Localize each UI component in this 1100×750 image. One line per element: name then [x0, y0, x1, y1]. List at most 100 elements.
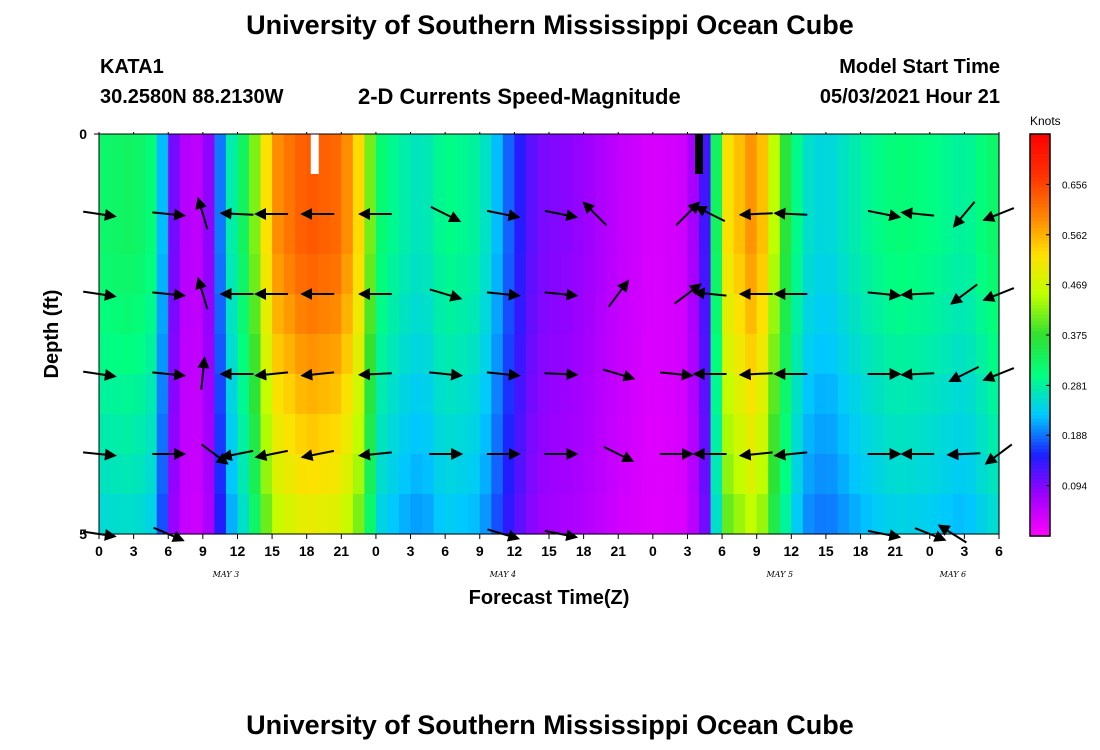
- heatmap-cell: [675, 294, 689, 335]
- heatmap-cell: [779, 294, 792, 335]
- heatmap-cell: [399, 294, 412, 335]
- heatmap-cell: [745, 214, 758, 255]
- heatmap-cell: [699, 374, 712, 415]
- heatmap-cell: [756, 134, 769, 175]
- heatmap-cell: [456, 454, 469, 495]
- x-tick-label: 18: [853, 543, 869, 559]
- heatmap-cell: [456, 334, 469, 375]
- x-axis-ticks: 0 3 6 9 12 15 18 21 0 3 6 9 12 15 18 21 0 3 6 9 12 15 18 21 0 3 6 M…: [95, 132, 1003, 579]
- heatmap-cell: [733, 454, 746, 495]
- colorbar-segment: [1030, 254, 1050, 259]
- colorbar-segment: [1030, 489, 1050, 494]
- heatmap-cell: [133, 134, 146, 175]
- colorbar-segment: [1030, 278, 1050, 282]
- heatmap-cell: [583, 494, 596, 535]
- heatmap-cell: [479, 494, 492, 535]
- heatmap-cell: [595, 374, 608, 415]
- heatmap-cell: [110, 254, 123, 295]
- heatmap-cell: [514, 254, 527, 295]
- heatmap-cell: [825, 254, 839, 295]
- heatmap-cell: [387, 254, 400, 295]
- heatmap-cell: [756, 454, 769, 495]
- colorbar-segment: [1030, 395, 1050, 400]
- heatmap-cell: [99, 214, 112, 255]
- heatmap-cell: [491, 174, 504, 215]
- heatmap-cell: [791, 454, 804, 495]
- colorbar-segment: [1030, 328, 1050, 333]
- heatmap-cell: [895, 374, 908, 415]
- heatmap-cell: [99, 414, 112, 455]
- heatmap-cell: [329, 454, 342, 495]
- heatmap-cell: [168, 414, 181, 455]
- heatmap-cell: [168, 294, 181, 335]
- heatmap-cell: [318, 174, 331, 215]
- heatmap-cell: [283, 134, 296, 175]
- heatmap-cell: [549, 454, 562, 495]
- model-start-value: 05/03/2021 Hour 21: [819, 86, 1000, 108]
- current-vector-arrow: [603, 445, 635, 463]
- heatmap-cell: [237, 294, 250, 335]
- current-vector-arrow: [900, 368, 935, 381]
- current-vector-arrow: [486, 209, 521, 222]
- heatmap-cell: [929, 254, 942, 295]
- current-vector-arrow: [254, 449, 288, 462]
- heatmap-cell: [525, 294, 539, 335]
- heatmap-cell: [272, 414, 285, 455]
- colorbar-segment: [1030, 268, 1050, 272]
- heatmap-cell: [99, 374, 112, 415]
- heatmap-cell: [364, 374, 377, 415]
- x-tick-label: 15: [818, 543, 834, 559]
- current-vector-arrow: [867, 288, 902, 301]
- heatmap-cell: [837, 254, 850, 295]
- x-tick-label: 15: [541, 543, 557, 559]
- heatmap-cell: [179, 214, 192, 255]
- colorbar-segment: [1030, 371, 1050, 376]
- heatmap-cell: [156, 214, 169, 255]
- heatmap-cell: [549, 174, 562, 215]
- heatmap-cell: [733, 134, 746, 175]
- heatmap-cell: [814, 374, 827, 415]
- heatmap-cell: [537, 374, 550, 415]
- heatmap-cell: [837, 334, 850, 375]
- heatmap-cell: [375, 494, 389, 535]
- heatmap-cell: [237, 454, 250, 495]
- heatmap-cell: [399, 414, 412, 455]
- heatmap-cell: [375, 174, 389, 215]
- heatmap-cell: [306, 414, 319, 455]
- heatmap-cell: [664, 174, 677, 215]
- heatmap-cell: [872, 294, 885, 335]
- heatmap-cell: [687, 374, 700, 415]
- station-coordinates: 30.2580N 88.2130W: [100, 86, 284, 108]
- heatmap-cell: [318, 214, 331, 255]
- heatmap-cell: [537, 214, 550, 255]
- heatmap-cell: [606, 214, 619, 255]
- heatmap-cell: [883, 134, 896, 175]
- heatmap-cell: [145, 494, 158, 535]
- heatmap-cell: [768, 214, 781, 255]
- colorbar-tick-label: 0.375: [1062, 331, 1087, 342]
- heatmap-cell: [422, 174, 435, 215]
- x-tick-label: 3: [684, 543, 692, 559]
- heatmap-cell: [814, 134, 827, 175]
- heatmap-cell: [975, 294, 989, 335]
- current-vectors: [82, 196, 1015, 544]
- heatmap-cell: [710, 254, 723, 295]
- heatmap-cell: [364, 454, 377, 495]
- heatmap-cell: [456, 214, 469, 255]
- colorbar-segment: [1030, 452, 1050, 457]
- heatmap-cell: [387, 454, 400, 495]
- heatmap-cell: [733, 334, 746, 375]
- heatmap-cell: [929, 414, 942, 455]
- current-vector-arrow: [429, 368, 464, 381]
- heatmap-cell: [987, 294, 1000, 335]
- heatmap-cell: [214, 454, 227, 495]
- heatmap-cell: [941, 254, 954, 295]
- heatmap-cell: [352, 174, 365, 215]
- current-vector-arrow: [948, 365, 980, 383]
- heatmap-cell: [768, 374, 781, 415]
- heatmap-cell: [133, 414, 146, 455]
- heatmap-cell: [699, 254, 712, 295]
- heatmap-cell: [652, 174, 665, 215]
- heatmap-cell: [168, 214, 181, 255]
- heatmap-cell: [272, 254, 285, 295]
